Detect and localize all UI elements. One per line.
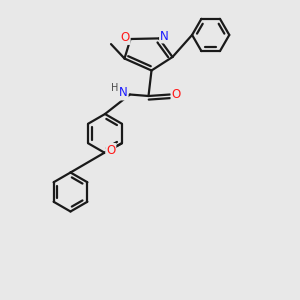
Text: O: O <box>172 88 181 101</box>
Text: H: H <box>111 83 118 93</box>
Text: O: O <box>121 31 130 44</box>
Text: N: N <box>160 29 169 43</box>
Text: N: N <box>119 86 128 100</box>
Text: O: O <box>106 144 116 157</box>
